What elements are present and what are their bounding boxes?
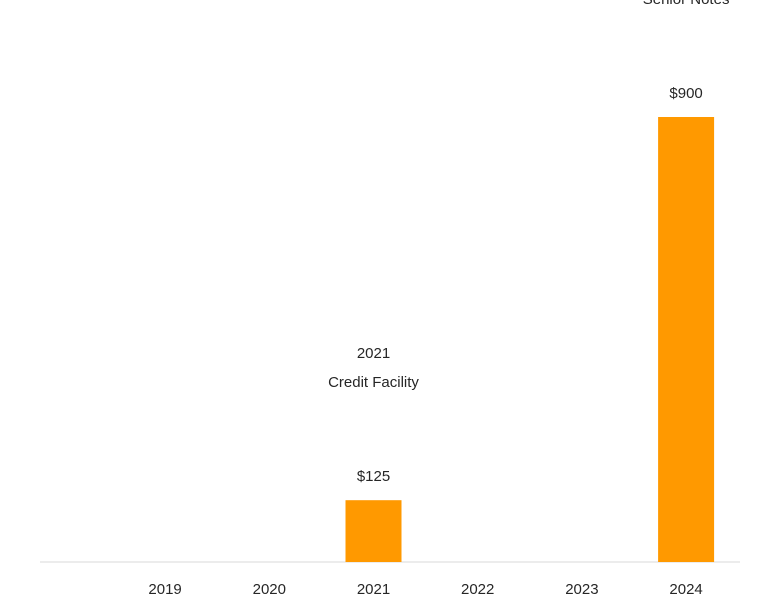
data-label: $900 bbox=[669, 85, 702, 102]
annotation: 2021 bbox=[357, 345, 390, 362]
x-tick-label: 2019 bbox=[148, 581, 181, 598]
data-label: $125 bbox=[357, 468, 390, 485]
bar bbox=[658, 117, 715, 562]
x-tick-label: 2020 bbox=[253, 581, 286, 598]
x-tick-label: 2023 bbox=[565, 581, 598, 598]
annotation: Credit Facility bbox=[328, 374, 419, 391]
x-tick-label: 2022 bbox=[461, 581, 494, 598]
x-tick-label: 2024 bbox=[669, 581, 702, 598]
annotation: Senior Notes bbox=[643, 0, 730, 8]
bar bbox=[345, 500, 402, 562]
x-tick-label: 2021 bbox=[357, 581, 390, 598]
